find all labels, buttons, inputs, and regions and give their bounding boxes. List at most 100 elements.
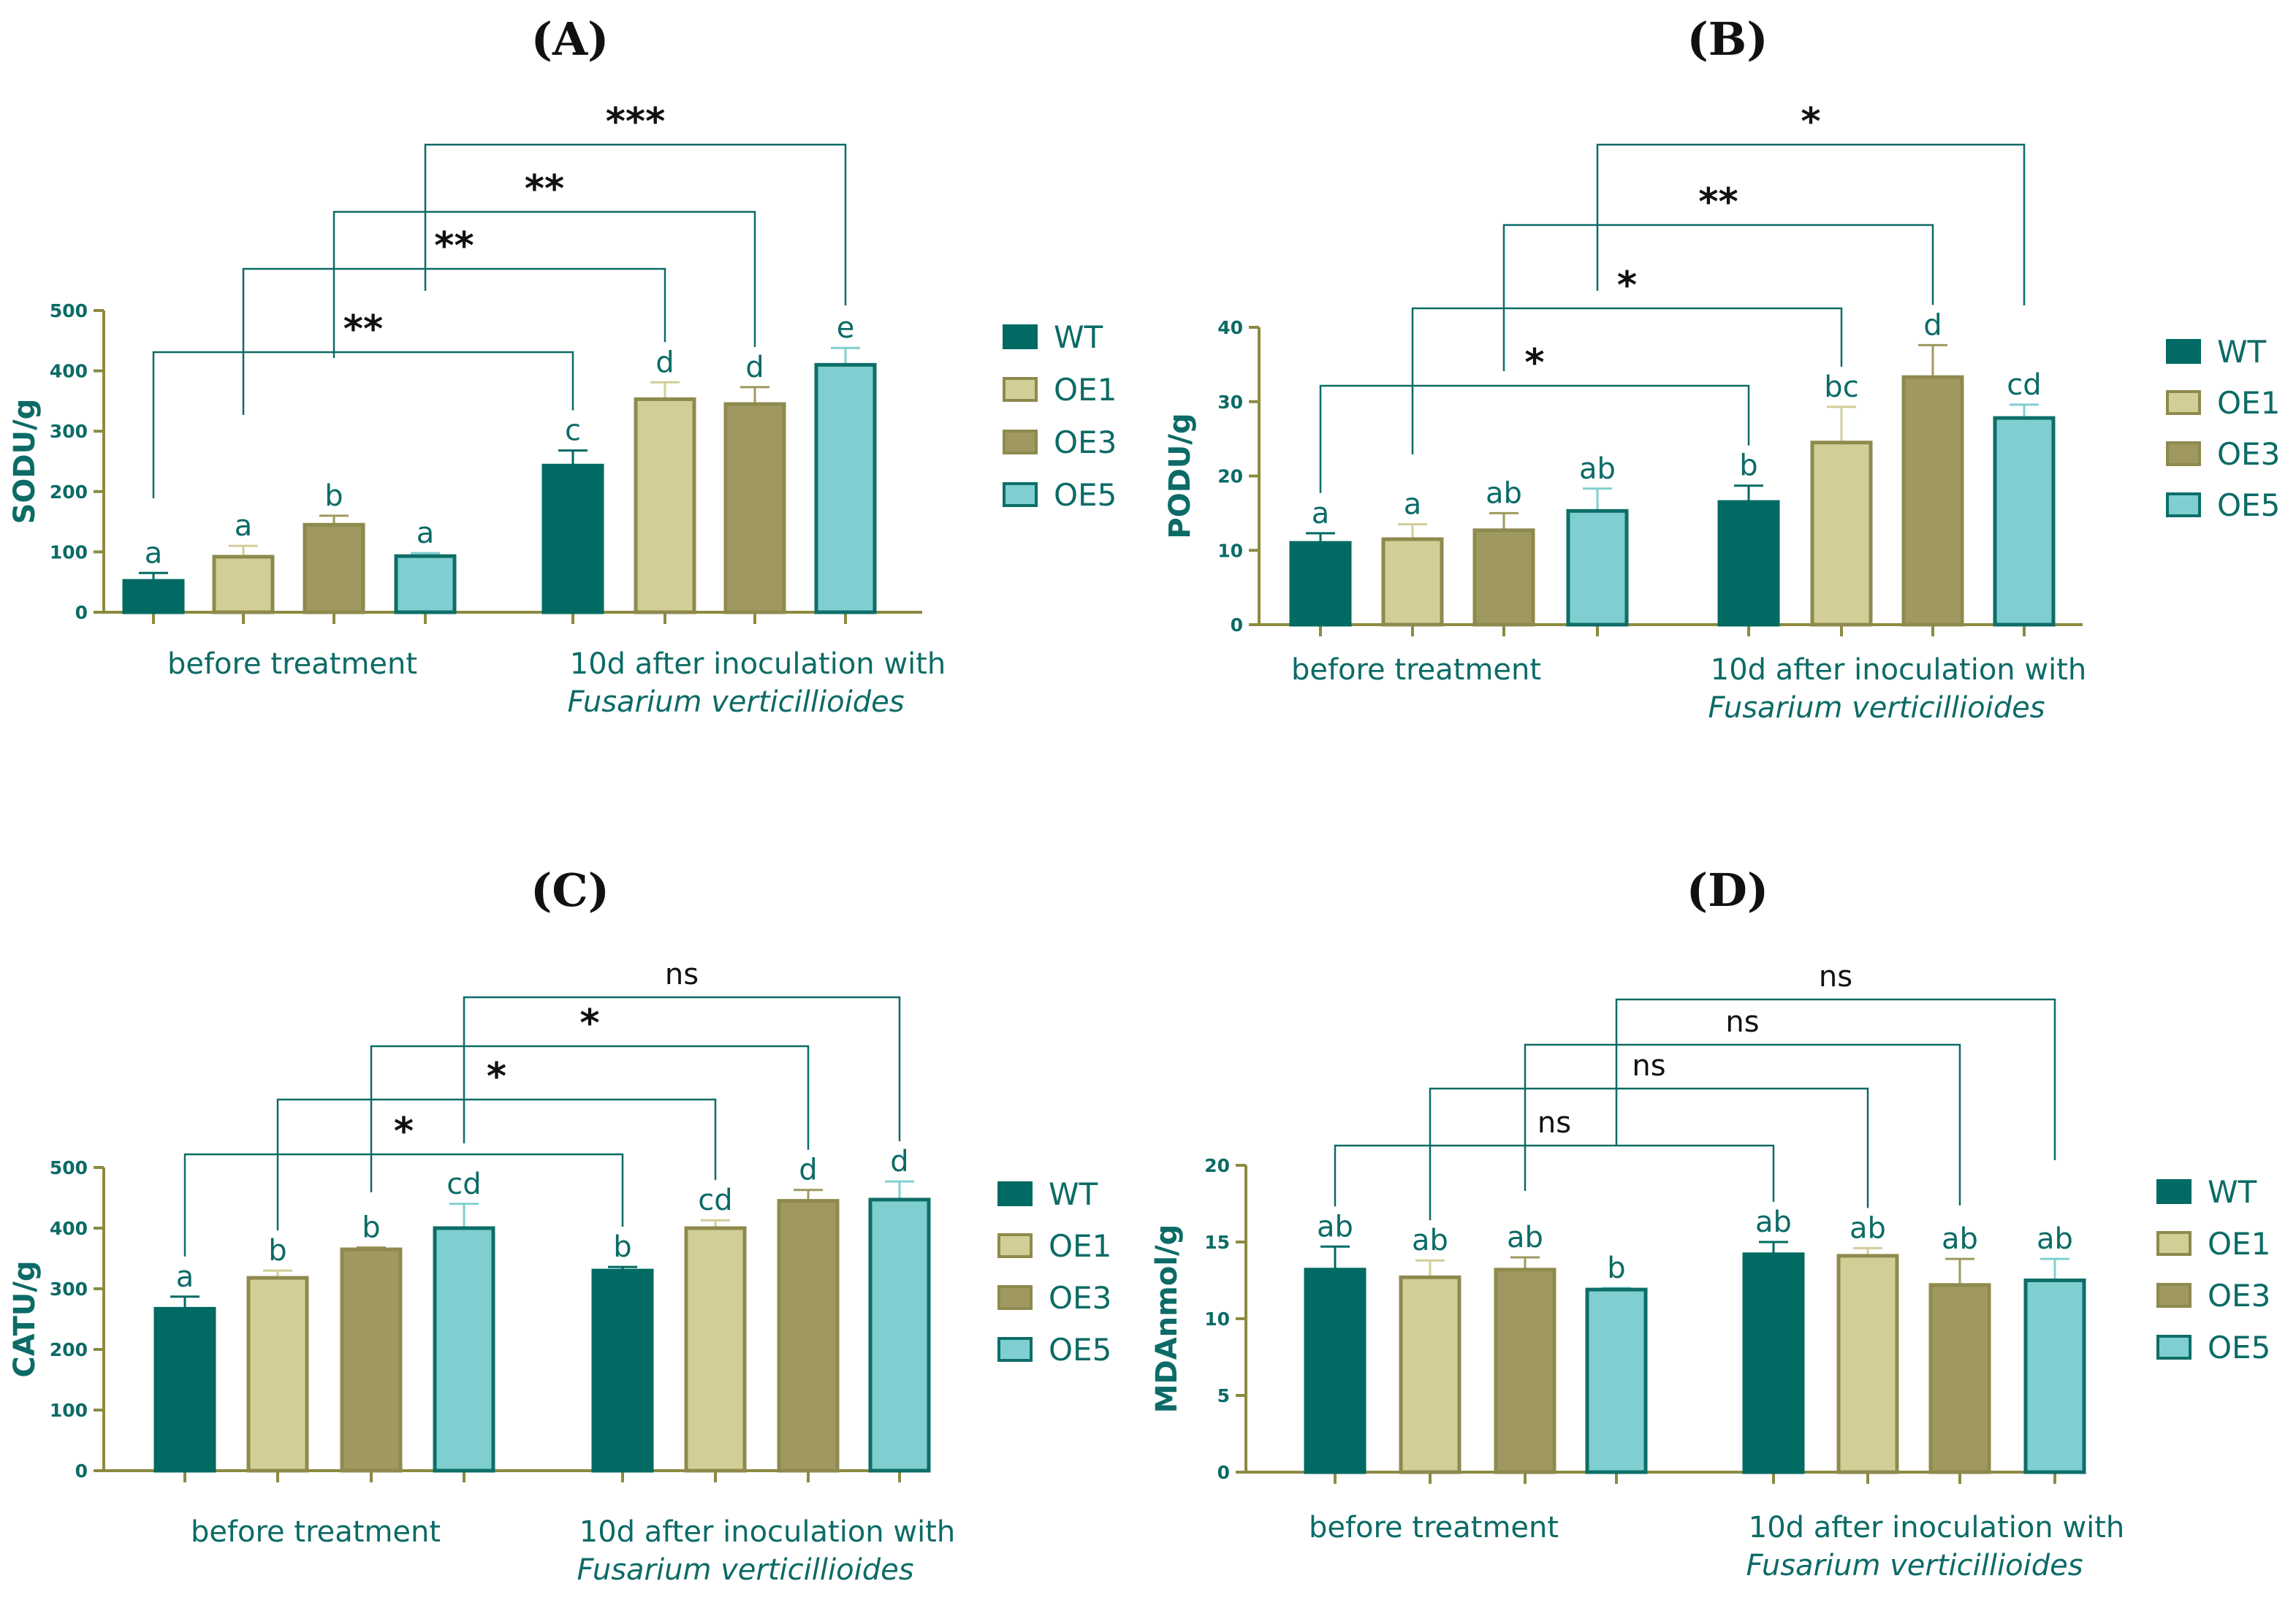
- comparison-bracket: [276, 1098, 717, 1231]
- legend-label-OE5: OE5: [1049, 1332, 1111, 1368]
- legend-label-OE3: OE3: [2208, 1278, 2270, 1314]
- bar-letter: b: [362, 1211, 380, 1245]
- comparison-label: *: [1801, 100, 1820, 144]
- comparison-label: ns: [1632, 1049, 1665, 1083]
- group-label-italic: Fusarium verticillioides: [577, 1553, 913, 1587]
- legend-swatch-WT: [2156, 1179, 2192, 1204]
- y-axis-label: CATU/g: [8, 1260, 42, 1377]
- y-tick-label: 10: [1204, 1308, 1230, 1330]
- legend-swatch-OE3: [997, 1285, 1033, 1310]
- bar-letter: d: [655, 346, 674, 379]
- comparison-bracket: [242, 267, 666, 415]
- comparison-label: *: [1524, 341, 1544, 385]
- group-label: before treatment: [1309, 1511, 1559, 1544]
- y-tick-label: 0: [75, 602, 88, 623]
- y-tick-label: 40: [1217, 317, 1243, 338]
- bar-OE3-1: [340, 1247, 403, 1473]
- bar-OE5-2: [2023, 1279, 2086, 1474]
- panel-title: (D): [1687, 864, 1768, 917]
- bar-WT-2: [591, 1268, 654, 1473]
- legend-label-OE1: OE1: [1049, 1228, 1111, 1264]
- bar-WT-1: [153, 1306, 216, 1473]
- panel-title: (C): [531, 864, 609, 917]
- legend-swatch-OE3: [2156, 1283, 2192, 1308]
- y-tick-label: 30: [1217, 392, 1243, 413]
- legend-label-OE5: OE5: [2208, 1330, 2270, 1365]
- comparison-bracket: [463, 996, 901, 1143]
- bar-letter: b: [268, 1234, 286, 1268]
- y-tick-label: 0: [75, 1460, 88, 1482]
- y-tick-label: 15: [1204, 1232, 1230, 1253]
- y-tick-label: 200: [50, 481, 88, 503]
- bar-OE3-2: [1928, 1283, 1991, 1474]
- bar-OE1-2: [634, 397, 696, 614]
- bar-letter: cd: [2007, 368, 2041, 402]
- legend-swatch-OE1: [997, 1233, 1033, 1258]
- y-tick-label: 100: [50, 541, 88, 563]
- legend-swatch-WT: [1003, 324, 1038, 349]
- group-label: 10d after inoculation with: [1711, 653, 2086, 687]
- legend-swatch-OE5: [997, 1337, 1033, 1362]
- legend-swatch-OE5: [1003, 482, 1038, 507]
- group-label: 10d after inoculation with: [1749, 1511, 2124, 1544]
- bar-letter: ab: [1755, 1205, 1792, 1239]
- bar-letter: d: [745, 351, 764, 384]
- y-axis-label: MDAnmol/g: [1150, 1224, 1184, 1414]
- legend-swatch-OE1: [2156, 1231, 2192, 1256]
- y-tick-label: 0: [1231, 614, 1243, 636]
- bar-letter: a: [1404, 488, 1422, 522]
- comparison-label: ns: [1725, 1005, 1759, 1039]
- bar-WT-1: [1289, 541, 1352, 627]
- legend-swatch-OE5: [2156, 1335, 2192, 1360]
- chart-panel-3: (C) CATU/g 0 100 200 300 400 500 a b b cd b d cd d * * * ns…: [8, 864, 1111, 1587]
- comparison-bracket: [1334, 1144, 1775, 1207]
- legend-label-WT: WT: [2208, 1174, 2257, 1210]
- bar-WT-1: [122, 579, 185, 614]
- bar-OE1-2: [1810, 441, 1873, 627]
- group-label: before treatment: [167, 647, 417, 681]
- bar-letter: ab: [1317, 1210, 1353, 1243]
- comparison-bracket: [1411, 307, 1843, 454]
- comparison-label: *: [487, 1055, 506, 1099]
- bar-letter: d: [1923, 308, 1942, 342]
- legend-swatch-OE5: [2166, 492, 2201, 517]
- bar-OE1-1: [1381, 537, 1444, 627]
- bar-OE1-2: [1836, 1254, 1899, 1474]
- group-label-italic: Fusarium verticillioides: [1708, 691, 2045, 725]
- comparison-bracket: [332, 210, 756, 358]
- bar-OE3-1: [1494, 1268, 1556, 1474]
- bar-letter: cd: [446, 1167, 481, 1201]
- legend-swatch-WT: [2166, 339, 2201, 364]
- bar-letter: a: [145, 536, 163, 570]
- bar-WT-1: [1304, 1268, 1366, 1474]
- y-tick-label: 400: [50, 1218, 88, 1239]
- comparison-label: *: [1617, 264, 1637, 308]
- bar-letter: cd: [698, 1184, 732, 1217]
- legend-swatch-OE1: [2166, 390, 2201, 415]
- bar-letter: ab: [1507, 1221, 1543, 1254]
- group-label-italic: Fusarium verticillioides: [567, 685, 904, 719]
- bar-OE1-1: [1399, 1275, 1461, 1474]
- bar-letter: a: [176, 1260, 194, 1294]
- comparison-label: **: [434, 224, 474, 268]
- bar-WT-2: [1717, 500, 1780, 627]
- y-axis-label: SODU/g: [8, 399, 42, 525]
- comparison-bracket: [1319, 384, 1750, 493]
- y-tick-label: 0: [1217, 1462, 1230, 1483]
- bar-OE5-1: [433, 1226, 495, 1473]
- legend-label-OE1: OE1: [1054, 372, 1117, 408]
- comparison-bracket: [183, 1153, 624, 1257]
- comparison-bracket: [1524, 1043, 1961, 1205]
- y-tick-label: 500: [50, 1157, 88, 1178]
- comparison-label: **: [525, 167, 564, 211]
- comparison-bracket: [152, 351, 574, 498]
- bar-letter: e: [837, 311, 855, 345]
- comparison-label: ns: [665, 958, 699, 991]
- bar-letter: b: [1607, 1252, 1625, 1285]
- legend-label-OE3: OE3: [1049, 1280, 1111, 1316]
- group-label-italic: Fusarium verticillioides: [1746, 1549, 2083, 1582]
- legend-label-OE5: OE5: [2217, 487, 2280, 523]
- legend-label-OE1: OE1: [2217, 385, 2280, 421]
- bar-OE3-2: [777, 1199, 840, 1473]
